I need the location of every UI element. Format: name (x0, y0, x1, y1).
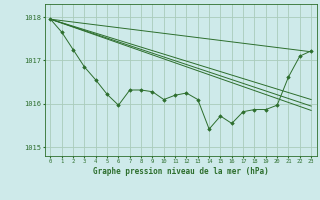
X-axis label: Graphe pression niveau de la mer (hPa): Graphe pression niveau de la mer (hPa) (93, 167, 269, 176)
